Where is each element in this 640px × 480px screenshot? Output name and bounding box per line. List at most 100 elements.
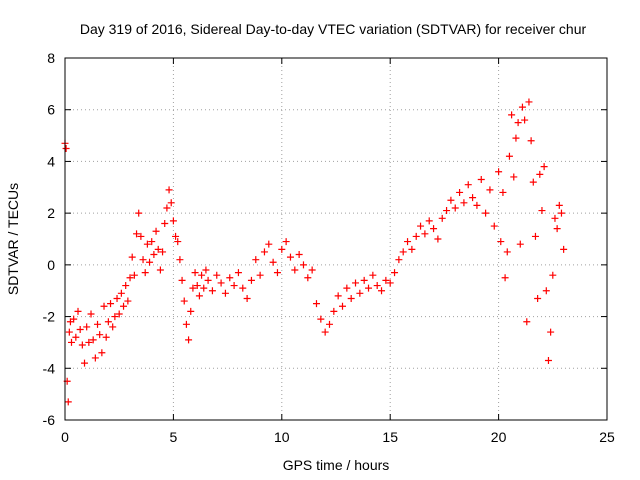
data-point xyxy=(91,354,99,362)
data-point xyxy=(352,279,360,287)
data-point xyxy=(505,152,513,160)
data-point xyxy=(273,269,281,277)
data-point xyxy=(78,341,86,349)
data-point xyxy=(124,297,132,305)
data-point xyxy=(141,269,149,277)
data-point xyxy=(373,282,381,290)
data-point xyxy=(174,238,182,246)
data-point xyxy=(536,170,544,178)
data-point xyxy=(529,178,537,186)
data-point xyxy=(317,315,325,323)
data-point xyxy=(185,336,193,344)
data-point xyxy=(495,168,503,176)
data-point xyxy=(143,240,151,248)
data-point xyxy=(176,256,184,264)
data-point xyxy=(180,297,188,305)
data-point xyxy=(130,271,138,279)
data-point xyxy=(189,284,197,292)
data-point xyxy=(200,284,208,292)
plot-frame xyxy=(64,57,608,421)
data-point xyxy=(115,310,123,318)
data-point xyxy=(421,230,429,238)
x-tick-label: 15 xyxy=(382,429,398,445)
data-point xyxy=(139,256,147,264)
data-point xyxy=(339,302,347,310)
data-point xyxy=(187,307,195,315)
data-point xyxy=(172,232,180,240)
data-point xyxy=(560,245,568,253)
data-point xyxy=(117,289,125,297)
data-point xyxy=(395,256,403,264)
data-point xyxy=(425,217,433,225)
data-point xyxy=(94,320,102,328)
axis-ticks: 0 5 10 15 20 25 -6 -4 -2 0 2 4 6 8 xyxy=(43,50,615,445)
data-point xyxy=(111,313,119,321)
data-point xyxy=(547,328,555,336)
y-tick-label: 4 xyxy=(47,153,55,169)
data-point xyxy=(100,302,108,310)
data-point xyxy=(443,207,451,215)
data-point xyxy=(330,307,338,315)
plot-area xyxy=(65,58,607,420)
y-axis-label: SDTVAR / TECUs xyxy=(5,183,21,295)
data-point xyxy=(217,279,225,287)
data-point xyxy=(447,196,455,204)
data-point xyxy=(64,398,72,406)
data-point xyxy=(334,292,342,300)
data-point xyxy=(122,282,130,290)
data-point xyxy=(148,238,156,246)
data-point xyxy=(98,349,106,357)
data-point xyxy=(282,238,290,246)
grid-lines xyxy=(65,58,607,420)
data-point xyxy=(135,209,143,217)
x-tick-label: 0 xyxy=(61,429,69,445)
y-tick-label: -4 xyxy=(43,360,56,376)
data-point xyxy=(497,238,505,246)
data-point xyxy=(260,248,268,256)
data-point xyxy=(527,137,535,145)
data-point xyxy=(542,287,550,295)
data-point xyxy=(438,214,446,222)
data-point xyxy=(325,320,333,328)
data-point xyxy=(89,336,97,344)
data-point xyxy=(460,199,468,207)
data-point xyxy=(508,111,516,119)
data-point xyxy=(156,266,164,274)
data-point xyxy=(76,326,84,333)
data-point xyxy=(221,289,229,297)
data-point xyxy=(243,294,251,302)
data-point xyxy=(278,245,286,253)
data-point xyxy=(72,333,80,341)
data-point xyxy=(269,258,277,266)
y-tick-label: -6 xyxy=(43,412,56,428)
data-point xyxy=(234,269,242,277)
data-point xyxy=(512,134,520,142)
data-point xyxy=(501,274,509,282)
data-point xyxy=(412,232,420,240)
data-point xyxy=(265,240,273,248)
data-point xyxy=(516,240,524,248)
data-point xyxy=(486,186,494,194)
data-point xyxy=(549,271,557,279)
data-point xyxy=(182,320,190,328)
data-point xyxy=(195,292,203,300)
data-point xyxy=(226,274,234,282)
data-point xyxy=(343,284,351,292)
data-point xyxy=(152,227,160,235)
x-tick-label: 25 xyxy=(599,429,615,445)
data-point xyxy=(299,261,307,269)
data-point xyxy=(96,331,104,339)
data-point xyxy=(178,276,186,284)
data-points xyxy=(61,98,568,406)
data-point xyxy=(208,287,216,295)
data-point xyxy=(451,204,459,212)
data-point xyxy=(473,201,481,209)
data-point xyxy=(150,251,158,259)
data-point xyxy=(540,163,548,171)
data-point xyxy=(490,222,498,230)
data-point xyxy=(544,357,552,365)
data-point xyxy=(113,294,121,302)
data-point xyxy=(165,186,173,194)
x-tick-label: 10 xyxy=(274,429,290,445)
